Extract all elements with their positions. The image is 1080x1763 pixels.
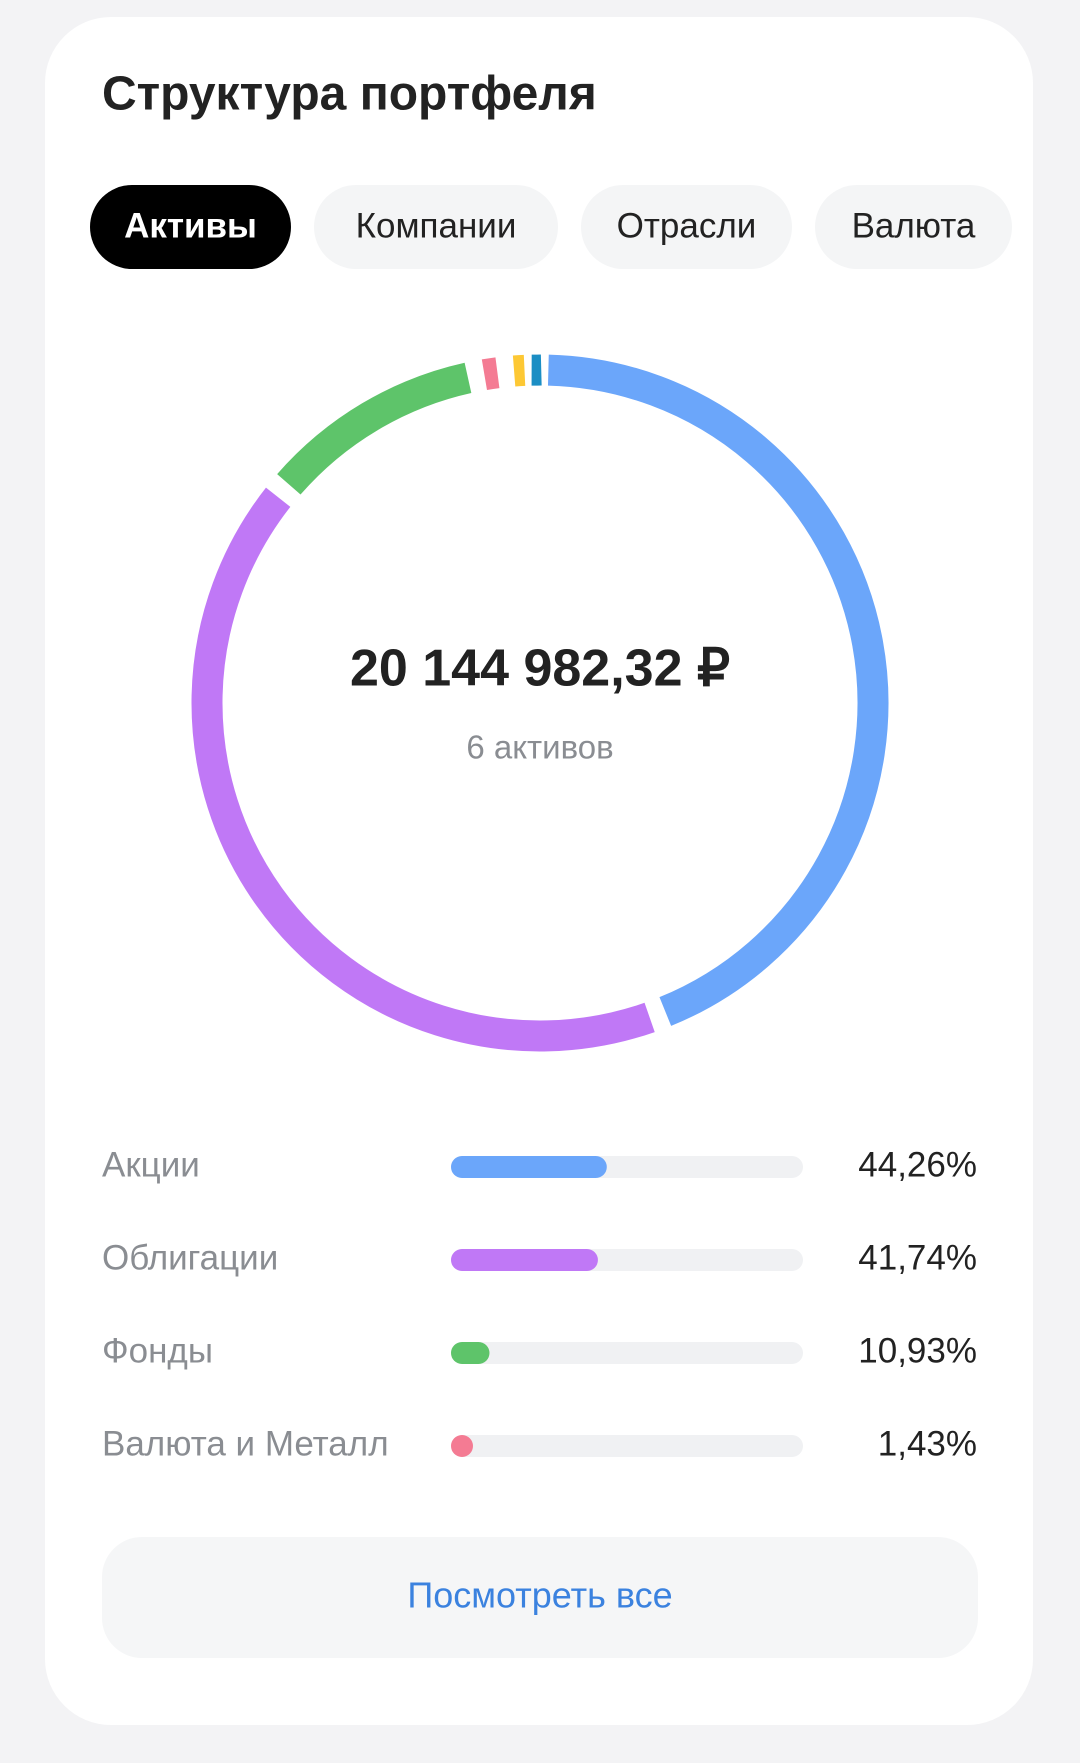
legend-label: Акции — [102, 1145, 200, 1184]
percent-label: 44,26% — [858, 1145, 977, 1184]
card — [45, 17, 1033, 1725]
tab-label: Отрасли — [617, 206, 757, 245]
label-fade — [390, 1421, 448, 1471]
button-label: Посмотреть все — [407, 1575, 672, 1616]
bar — [451, 1249, 598, 1271]
percent-label: 10,93% — [858, 1331, 977, 1370]
tab-label: Активы — [124, 206, 257, 245]
tab-label: Компании — [356, 206, 517, 245]
total-caption: 6 активов — [466, 729, 613, 766]
label-fade — [390, 1142, 448, 1192]
title: Структура портфеля — [102, 68, 597, 121]
bar-track — [451, 1435, 803, 1457]
legend-label: Фонды — [102, 1331, 213, 1370]
percent-label: 41,74% — [858, 1238, 977, 1277]
tab-label: Валюта — [852, 206, 976, 245]
percent-label: 1,43% — [878, 1424, 977, 1463]
donut-segment — [514, 370, 524, 371]
label-fade — [390, 1235, 448, 1285]
bar-track — [451, 1342, 803, 1364]
bar — [451, 1156, 607, 1178]
bar — [451, 1342, 489, 1364]
total-amount: 20 144 982,32 ₽ — [350, 640, 730, 698]
bar — [451, 1435, 473, 1457]
label-fade — [390, 1328, 448, 1378]
donut-segment — [484, 373, 497, 375]
legend-label: Валюта и Металлы — [102, 1424, 414, 1463]
legend-label: Облигации — [102, 1238, 278, 1277]
